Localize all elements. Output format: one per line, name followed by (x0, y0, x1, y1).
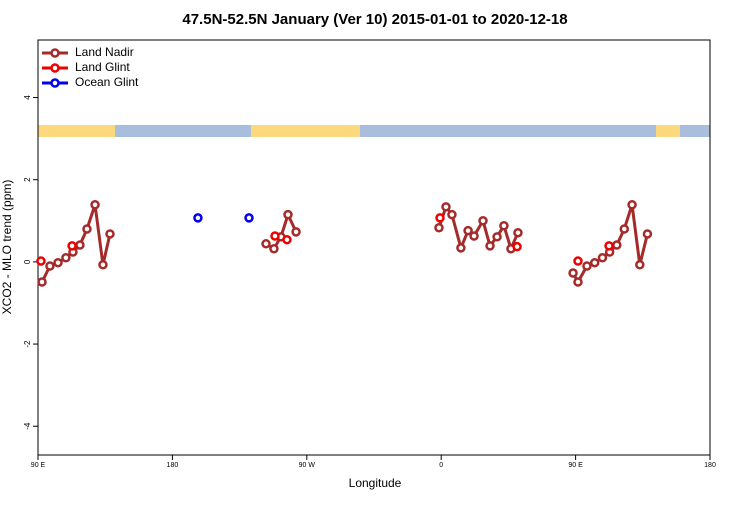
x-axis-label: Longitude (349, 476, 402, 490)
point (441, 202, 451, 212)
point (98, 260, 108, 270)
point (82, 224, 92, 234)
point (67, 241, 77, 251)
legend-label: Ocean Glint (75, 75, 139, 89)
point (469, 231, 479, 241)
legend-marker (50, 48, 60, 58)
point (597, 253, 608, 263)
y-axis-label: XCO2 - MLO trend (ppm) (0, 180, 14, 315)
point (492, 232, 502, 242)
point (261, 239, 271, 249)
legend-marker (50, 63, 60, 73)
point (512, 241, 522, 252)
plot-frame (37, 39, 711, 456)
point (61, 253, 71, 263)
point (434, 223, 444, 233)
point (619, 224, 630, 234)
point (435, 213, 445, 223)
point (589, 257, 600, 268)
point (573, 256, 583, 266)
y-tick-label: -4 (23, 422, 32, 430)
point (604, 241, 614, 251)
x-tick-label: 0 (439, 462, 443, 469)
land-band (656, 125, 680, 137)
point (36, 256, 46, 266)
point (642, 229, 653, 239)
y-tick-label: 0 (23, 259, 32, 264)
y-tick-label: -2 (23, 340, 32, 348)
point (105, 229, 115, 239)
point (282, 234, 292, 245)
point (635, 260, 645, 270)
chart-title: 47.5N-52.5N January (Ver 10) 2015-01-01 … (182, 11, 567, 28)
point (291, 227, 301, 237)
x-tick-label: 90 E (31, 462, 46, 469)
point (463, 225, 473, 236)
point (456, 243, 466, 253)
land-band (251, 125, 360, 137)
point (612, 240, 622, 250)
ocean-band (115, 125, 251, 137)
point (244, 213, 254, 223)
point (75, 240, 85, 250)
legend-label: Land Glint (75, 60, 130, 74)
x-tick-label: 180 (167, 462, 179, 469)
ocean-band (680, 125, 710, 137)
point (485, 241, 495, 251)
series-line (40, 203, 649, 286)
point (568, 268, 578, 278)
point (53, 257, 63, 268)
point (513, 227, 523, 238)
point (37, 277, 47, 287)
point (193, 213, 203, 223)
point (627, 200, 637, 210)
x-tick-label: 90 W (299, 462, 316, 469)
point (499, 220, 509, 231)
point (270, 231, 280, 241)
point (90, 200, 100, 210)
legend-marker (50, 78, 60, 88)
legend-label: Land Nadir (75, 45, 134, 59)
ocean-band (360, 125, 656, 137)
point (478, 216, 488, 226)
y-tick-label: 4 (23, 95, 32, 100)
point (582, 261, 592, 271)
y-tick-label: 2 (23, 177, 32, 182)
point (269, 243, 279, 254)
point (573, 277, 583, 287)
x-tick-label: 180 (704, 462, 716, 469)
point (283, 209, 293, 220)
point (447, 209, 457, 220)
x-tick-label: 90 E (568, 462, 583, 469)
point (45, 261, 55, 271)
land-band (38, 125, 115, 137)
